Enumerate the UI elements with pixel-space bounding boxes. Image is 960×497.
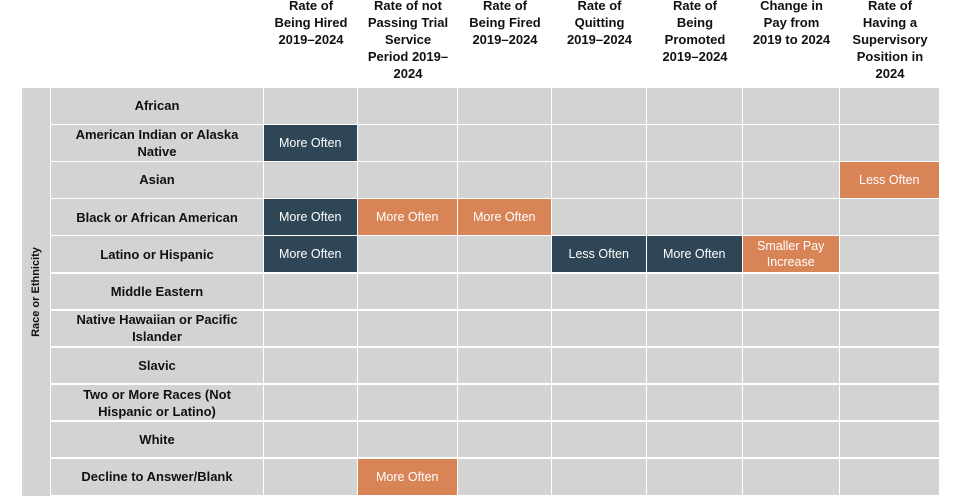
cell-r6-c5 <box>647 273 742 310</box>
cell-r11-c1 <box>264 459 357 495</box>
column-header-2: Rate of not Passing Trial Service Period 20… <box>367 0 449 81</box>
cell-r2-c3 <box>458 125 551 161</box>
cell-r6-c3 <box>458 273 551 310</box>
cell-r7-c7 <box>840 310 939 347</box>
cell-r10-c3 <box>458 421 551 458</box>
cell-r10-c5 <box>647 421 742 458</box>
cell-r7-c3 <box>458 310 551 347</box>
cell-r1-c2 <box>358 88 457 124</box>
cell-r5-c3 <box>458 236 551 272</box>
cell-r3-c5 <box>647 162 742 198</box>
cell-r3-c2 <box>358 162 457 198</box>
cell-r7-c6 <box>743 310 839 347</box>
cell-r7-c1 <box>264 310 357 347</box>
side-label: Race or Ethnicity <box>30 247 42 337</box>
cell-r11-c4 <box>552 459 646 495</box>
row-label-3: Asian <box>51 162 263 198</box>
cell-r5-c4: Less Often <box>552 236 646 272</box>
cell-r1-c3 <box>458 88 551 124</box>
cell-r10-c4 <box>552 421 646 458</box>
row-label-5: Latino or Hispanic <box>51 236 263 272</box>
cell-r8-c4 <box>552 347 646 384</box>
cell-r1-c6 <box>743 88 839 124</box>
row-label-10: White <box>51 421 263 458</box>
cell-r1-c4 <box>552 88 646 124</box>
cell-r5-c1: More Often <box>264 236 357 272</box>
cell-r5-c5: More Often <box>647 236 742 272</box>
cell-r4-c7 <box>840 199 939 235</box>
row-label-1: African <box>51 88 263 124</box>
cell-r3-c1 <box>264 162 357 198</box>
cell-r6-c6 <box>743 273 839 310</box>
cell-r8-c6 <box>743 347 839 384</box>
row-label-8: Slavic <box>51 347 263 384</box>
row-label-11: Decline to Answer/Blank <box>51 459 263 495</box>
cell-r8-c3 <box>458 347 551 384</box>
cell-r3-c3 <box>458 162 551 198</box>
cell-r4-c5 <box>647 199 742 235</box>
cell-r3-c6 <box>743 162 839 198</box>
cell-r7-c5 <box>647 310 742 347</box>
cell-r4-c4 <box>552 199 646 235</box>
cell-r1-c1 <box>264 88 357 124</box>
cell-r9-c1 <box>264 384 357 421</box>
column-header-3: Rate of Being Fired 2019–2024 <box>469 0 541 47</box>
cell-r2-c1: More Often <box>264 125 357 161</box>
cell-r10-c7 <box>840 421 939 458</box>
cell-r2-c7 <box>840 125 939 161</box>
column-header-1: Rate of Being Hired 2019–2024 <box>274 0 348 47</box>
cell-r10-c2 <box>358 421 457 458</box>
cell-r8-c2 <box>358 347 457 384</box>
row-label-2: American Indian or Alaska Native <box>51 125 263 161</box>
cell-r3-c7: Less Often <box>840 162 939 198</box>
cell-r11-c6 <box>743 459 839 495</box>
cell-r6-c2 <box>358 273 457 310</box>
cell-r4-c6 <box>743 199 839 235</box>
cell-r7-c2 <box>358 310 457 347</box>
cell-r4-c1: More Often <box>264 199 357 235</box>
cell-r2-c6 <box>743 125 839 161</box>
cell-r6-c4 <box>552 273 646 310</box>
row-label-7: Native Hawaiian or Pacific Islander <box>51 310 263 347</box>
cell-r11-c2: More Often <box>358 459 457 495</box>
cell-r10-c6 <box>743 421 839 458</box>
cell-r1-c5 <box>647 88 742 124</box>
cell-r8-c1 <box>264 347 357 384</box>
cell-r9-c2 <box>358 384 457 421</box>
cell-r2-c5 <box>647 125 742 161</box>
row-label-4: Black or African American <box>51 199 263 235</box>
cell-r9-c3 <box>458 384 551 421</box>
row-label-9: Two or More Races (Not Hispanic or Latino… <box>51 384 263 421</box>
cell-r9-c7 <box>840 384 939 421</box>
cell-r1-c7 <box>840 88 939 124</box>
cell-r4-c2: More Often <box>358 199 457 235</box>
cell-r9-c6 <box>743 384 839 421</box>
column-header-4: Rate of Quitting 2019–2024 <box>566 0 633 47</box>
cell-r3-c4 <box>552 162 646 198</box>
cell-r9-c4 <box>552 384 646 421</box>
cell-r8-c7 <box>840 347 939 384</box>
cell-r7-c4 <box>552 310 646 347</box>
cell-r5-c6: Smaller Pay Increase <box>743 236 839 272</box>
column-header-5: Rate of Being Promoted 2019–2024 <box>662 0 728 64</box>
cell-r4-c3: More Often <box>458 199 551 235</box>
row-label-6: Middle Eastern <box>51 273 263 310</box>
cell-r8-c5 <box>647 347 742 384</box>
cell-r9-c5 <box>647 384 742 421</box>
cell-r2-c2 <box>358 125 457 161</box>
column-header-7: Rate of Having a Supervisory Position in 202… <box>852 0 928 81</box>
column-header-6: Change in Pay from 2019 to 2024 <box>752 0 831 47</box>
side-label-bar: Race or Ethnicity <box>22 88 50 496</box>
cell-r5-c2 <box>358 236 457 272</box>
cell-r5-c7 <box>840 236 939 272</box>
cell-r2-c4 <box>552 125 646 161</box>
cell-r10-c1 <box>264 421 357 458</box>
cell-r11-c5 <box>647 459 742 495</box>
cell-r11-c7 <box>840 459 939 495</box>
cell-r11-c3 <box>458 459 551 495</box>
cell-r6-c7 <box>840 273 939 310</box>
cell-r6-c1 <box>264 273 357 310</box>
